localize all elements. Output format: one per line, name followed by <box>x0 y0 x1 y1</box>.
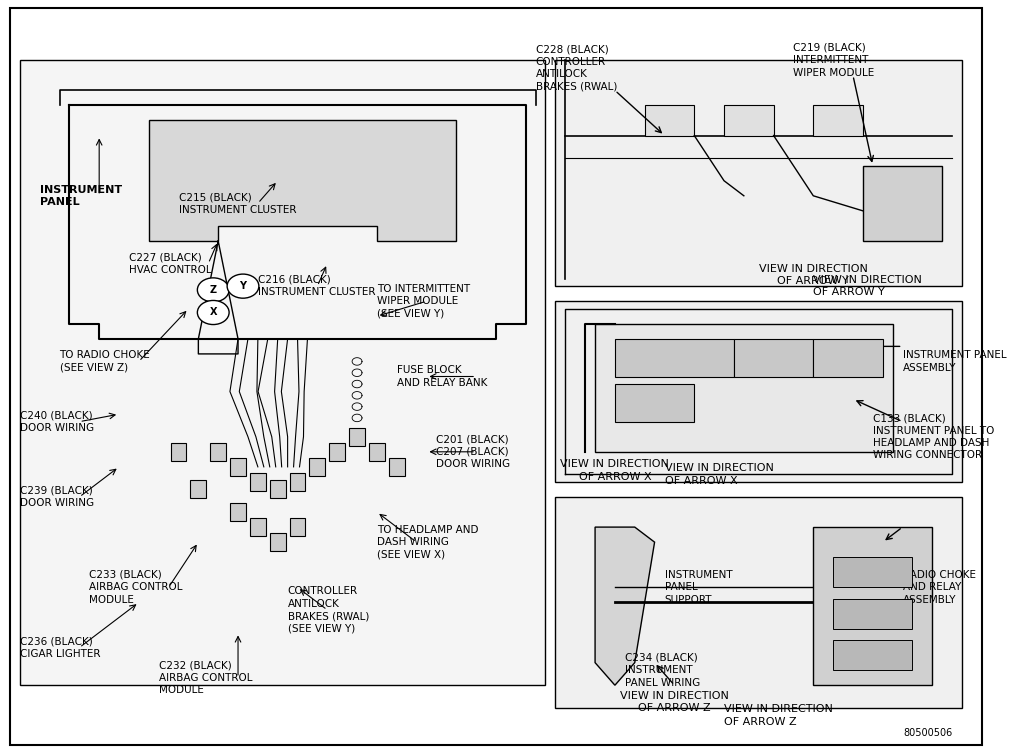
Text: C133 (BLACK)
INSTRUMENT PANEL TO
HEADLAMP AND DASH
WIRING CONNECTOR: C133 (BLACK) INSTRUMENT PANEL TO HEADLAM… <box>872 413 994 460</box>
Circle shape <box>227 274 259 298</box>
Text: Y: Y <box>240 281 247 291</box>
Bar <box>734 339 813 376</box>
Bar <box>330 443 345 461</box>
Text: C234 (BLACK)
INSTRUMENT
PANEL WIRING: C234 (BLACK) INSTRUMENT PANEL WIRING <box>625 653 700 687</box>
Bar <box>813 339 883 376</box>
Polygon shape <box>813 527 932 685</box>
Text: VIEW IN DIRECTION
OF ARROW Y: VIEW IN DIRECTION OF ARROW Y <box>813 275 923 297</box>
Text: C232 (BLACK)
AIRBAG CONTROL
MODULE: C232 (BLACK) AIRBAG CONTROL MODULE <box>159 660 252 695</box>
Bar <box>250 518 266 536</box>
Bar <box>230 503 246 521</box>
Text: TO RADIO CHOKE
(SEE VIEW Z): TO RADIO CHOKE (SEE VIEW Z) <box>59 350 151 373</box>
Bar <box>269 533 286 551</box>
Bar <box>389 458 404 476</box>
Bar <box>190 480 206 498</box>
Bar <box>863 166 942 241</box>
Text: INSTRUMENT PANEL
ASSEMBLY: INSTRUMENT PANEL ASSEMBLY <box>902 350 1007 373</box>
FancyBboxPatch shape <box>19 60 546 685</box>
Text: TO INTERMITTENT
WIPER MODULE
(SEE VIEW Y): TO INTERMITTENT WIPER MODULE (SEE VIEW Y… <box>377 284 470 319</box>
Bar <box>171 443 186 461</box>
Bar <box>250 473 266 491</box>
Text: CONTROLLER
ANTILOCK
BRAKES (RWAL)
(SEE VIEW Y): CONTROLLER ANTILOCK BRAKES (RWAL) (SEE V… <box>288 587 369 633</box>
Bar <box>834 557 912 587</box>
Bar <box>290 473 305 491</box>
Text: C216 (BLACK)
INSTRUMENT CLUSTER: C216 (BLACK) INSTRUMENT CLUSTER <box>258 275 376 297</box>
Bar <box>210 443 226 461</box>
Text: C219 (BLACK)
INTERMITTENT
WIPER MODULE: C219 (BLACK) INTERMITTENT WIPER MODULE <box>794 43 874 78</box>
Text: Z: Z <box>210 285 217 295</box>
Polygon shape <box>148 120 457 241</box>
Bar <box>230 458 246 476</box>
Polygon shape <box>595 527 654 685</box>
Text: C236 (BLACK)
CIGAR LIGHTER: C236 (BLACK) CIGAR LIGHTER <box>19 636 100 659</box>
Text: C233 (BLACK)
AIRBAG CONTROL
MODULE: C233 (BLACK) AIRBAG CONTROL MODULE <box>89 570 182 605</box>
Bar <box>834 599 912 629</box>
Bar <box>724 105 773 136</box>
Text: INSTRUMENT
PANEL: INSTRUMENT PANEL <box>40 184 122 207</box>
FancyBboxPatch shape <box>555 60 962 286</box>
FancyBboxPatch shape <box>555 497 962 708</box>
Bar <box>309 458 326 476</box>
Text: VIEW IN DIRECTION
OF ARROW Z: VIEW IN DIRECTION OF ARROW Z <box>620 691 729 713</box>
Text: C215 (BLACK)
INSTRUMENT CLUSTER: C215 (BLACK) INSTRUMENT CLUSTER <box>178 192 296 215</box>
Text: INSTRUMENT
PANEL
SUPPORT: INSTRUMENT PANEL SUPPORT <box>665 570 732 605</box>
FancyBboxPatch shape <box>555 301 962 482</box>
Text: C228 (BLACK)
CONTROLLER
ANTILOCK
BRAKES (RWAL): C228 (BLACK) CONTROLLER ANTILOCK BRAKES … <box>536 44 616 91</box>
Text: RADIO CHOKE
AND RELAY
ASSEMBLY: RADIO CHOKE AND RELAY ASSEMBLY <box>902 570 976 605</box>
Text: 80500506: 80500506 <box>903 728 952 738</box>
Text: C239 (BLACK)
DOOR WIRING: C239 (BLACK) DOOR WIRING <box>19 486 94 508</box>
Bar <box>615 339 734 376</box>
Text: C201 (BLACK)
C207 (BLACK)
DOOR WIRING: C201 (BLACK) C207 (BLACK) DOOR WIRING <box>436 434 511 469</box>
Bar <box>813 105 863 136</box>
Bar <box>834 640 912 670</box>
Polygon shape <box>595 324 893 452</box>
Bar <box>349 428 365 446</box>
Circle shape <box>198 278 229 302</box>
Bar <box>290 518 305 536</box>
Text: X: X <box>210 307 217 318</box>
Bar <box>269 480 286 498</box>
Text: TO HEADLAMP AND
DASH WIRING
(SEE VIEW X): TO HEADLAMP AND DASH WIRING (SEE VIEW X) <box>377 525 478 559</box>
Text: C227 (BLACK)
HVAC CONTROL: C227 (BLACK) HVAC CONTROL <box>129 252 212 275</box>
Text: VIEW IN DIRECTION
OF ARROW X: VIEW IN DIRECTION OF ARROW X <box>560 459 670 482</box>
Bar <box>645 105 694 136</box>
Text: VIEW IN DIRECTION
OF ARROW Y: VIEW IN DIRECTION OF ARROW Y <box>759 264 867 286</box>
Bar <box>369 443 385 461</box>
Text: C240 (BLACK)
DOOR WIRING: C240 (BLACK) DOOR WIRING <box>19 410 94 433</box>
Circle shape <box>198 300 229 325</box>
Bar <box>615 384 694 422</box>
Text: VIEW IN DIRECTION
OF ARROW X: VIEW IN DIRECTION OF ARROW X <box>665 463 773 486</box>
Text: FUSE BLOCK
AND RELAY BANK: FUSE BLOCK AND RELAY BANK <box>396 365 487 388</box>
Text: VIEW IN DIRECTION
OF ARROW Z: VIEW IN DIRECTION OF ARROW Z <box>724 704 833 727</box>
